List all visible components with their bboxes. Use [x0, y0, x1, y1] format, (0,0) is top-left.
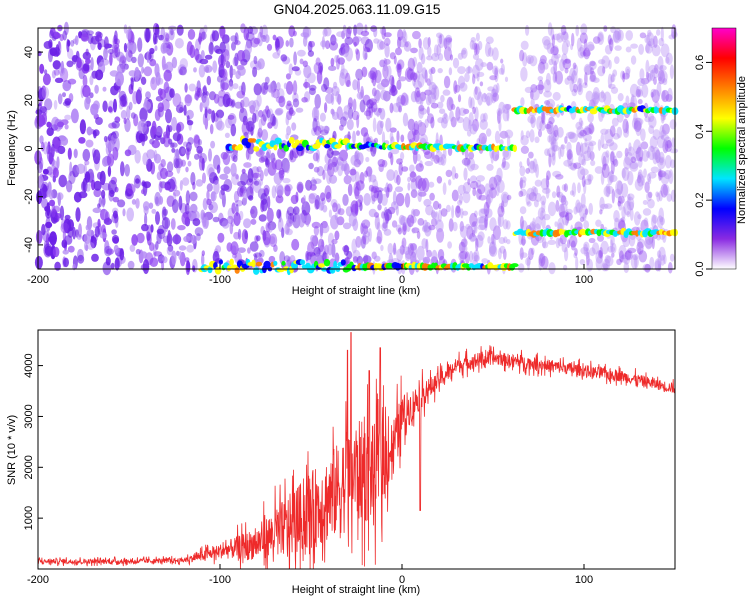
x-tick-label: 0 [399, 574, 405, 586]
spectrogram-x-ticks: -200 -100 0 100 [27, 264, 593, 286]
y-tick-label: 4000 [23, 353, 35, 377]
y-tick-label: -40 [23, 237, 35, 253]
colorbar-tick-label: 0.4 [694, 124, 706, 139]
y-tick-label: 40 [23, 46, 35, 58]
spectrogram-cells [34, 21, 679, 276]
x-tick-label: -100 [209, 274, 231, 286]
x-tick-label: -200 [27, 574, 49, 586]
spectrogram-y-label: Frequency (Hz) [6, 110, 18, 186]
colorbar-ticks: 0.0 0.2 0.4 0.6 [694, 55, 712, 277]
colorbar-gradient [711, 27, 737, 270]
y-tick-label: 2000 [23, 455, 35, 479]
colorbar-tick-label: 0.6 [694, 55, 706, 70]
colorbar-tick-label: 0.2 [694, 192, 706, 207]
y-tick-label: -20 [23, 189, 35, 205]
colorbar-label: Normalized spectral amplitude [736, 76, 748, 224]
snr-y-ticks: 1000 2000 3000 4000 [23, 353, 43, 530]
x-tick-label: 100 [575, 574, 593, 586]
figure-title: GN04.2025.063.11.09.G15 [273, 1, 440, 17]
x-tick-label: -200 [27, 274, 49, 286]
y-tick-label: 0 [23, 145, 35, 151]
y-tick-label: 1000 [23, 506, 35, 530]
x-tick-label: 0 [399, 274, 405, 286]
colorbar: 0.0 0.2 0.4 0.6 Normalized spectral amplitu… [694, 27, 748, 277]
spectrogram-x-label: Height of straight line (km) [292, 285, 420, 297]
snr-frame [37, 329, 676, 570]
snr-y-label: SNR (10 * v/v) [6, 415, 18, 485]
x-tick-label: -100 [209, 574, 231, 586]
colorbar-tick-label: 0.0 [694, 261, 706, 276]
snr-x-label: Height of straight line (km) [292, 584, 420, 596]
y-tick-label: 20 [23, 94, 35, 106]
snr-x-ticks: -200 -100 0 100 [27, 564, 593, 586]
snr-panel: -200 -100 0 100 1000 2000 3000 4000 Height of … [6, 329, 676, 596]
spectrogram-y-ticks: -40 -20 0 20 40 [23, 46, 43, 253]
y-tick-label: 3000 [23, 404, 35, 428]
x-tick-label: 100 [575, 274, 593, 286]
snr-series-line [38, 332, 675, 569]
